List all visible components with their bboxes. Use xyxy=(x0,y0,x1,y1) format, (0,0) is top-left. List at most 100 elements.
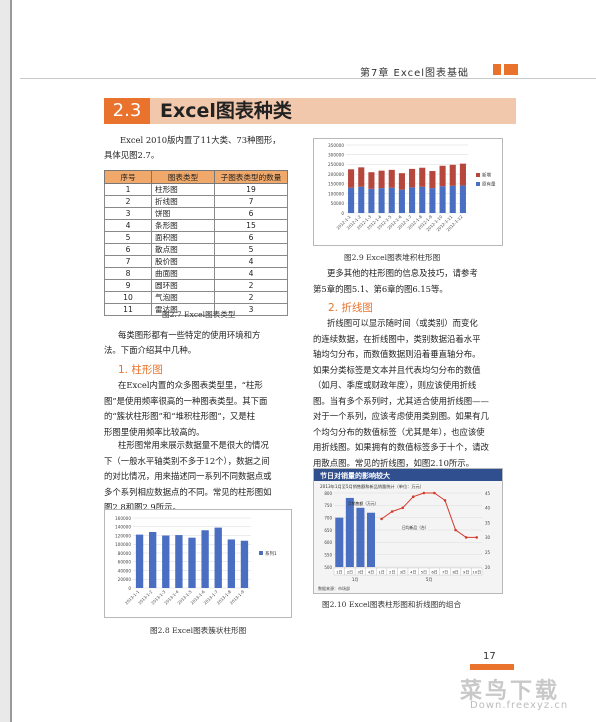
x-tick-label: 9日 xyxy=(463,569,469,574)
text-line: 在Excel内置的众多图表类型里，“柱形 xyxy=(118,380,263,390)
text-line: 的连续数据，在折线图中，类别数据沿着水平 xyxy=(313,333,481,344)
chart-footer: 数据来源：市场部 xyxy=(318,585,350,591)
table-row: 3 饼图 6 xyxy=(104,207,288,220)
line-point xyxy=(411,495,415,498)
bar xyxy=(227,539,236,588)
x-tick-label: 2日 xyxy=(347,569,353,574)
bar-segment-base xyxy=(409,187,416,213)
y-tick-label-left: 700 xyxy=(324,515,332,520)
header-rule xyxy=(20,78,596,79)
table-cell-index: 1 xyxy=(104,183,152,196)
y-tick-label-left: 600 xyxy=(324,540,332,545)
figure-2-7-caption: 图2.7 Excel图表类型 xyxy=(162,310,236,319)
bar xyxy=(135,534,144,588)
line-point xyxy=(401,506,405,510)
bar-segment-top xyxy=(419,167,426,187)
y-tick-label-right: 35 xyxy=(485,520,491,525)
bar-segment-base xyxy=(398,189,405,213)
text-line: 个均匀分布的数值标签（尤其是年），也应该使 xyxy=(313,426,485,437)
table-cell-count: 2 xyxy=(214,279,288,292)
table-cell-type: 面积图 xyxy=(151,231,215,244)
x-tick-label: 3日 xyxy=(400,569,406,574)
bar-segment-top xyxy=(348,169,355,188)
y-tick-label-right: 25 xyxy=(485,550,491,555)
table-row: 5 面积图 6 xyxy=(104,231,288,244)
page-binding-edge xyxy=(0,0,12,722)
bar-segment-base xyxy=(429,188,436,213)
y-tick-label: 20000 xyxy=(118,577,132,582)
y-tick-label: 250000 xyxy=(328,162,344,167)
table-cell-index: 4 xyxy=(104,219,152,232)
table-cell-index: 7 xyxy=(104,255,152,268)
bar-segment-top xyxy=(388,169,395,188)
table-cell-count: 15 xyxy=(214,219,288,232)
table-header-count: 子图表类型的数量 xyxy=(214,170,288,184)
bar-segment-top xyxy=(368,172,375,189)
group-label: 5月 xyxy=(426,577,433,582)
text-line: 用折线图。如果拥有的数值标签多于十个，请改 xyxy=(313,442,489,452)
table-cell-count: 4 xyxy=(214,267,288,280)
y-tick-label: 150000 xyxy=(328,182,344,187)
x-tick-label: 4日 xyxy=(368,569,374,574)
table-cell-type: 折线图 xyxy=(151,195,215,208)
figure-2-8-chart: 160000 140000 120000 100000 80000 60000 40000 2… xyxy=(104,509,292,618)
bar xyxy=(366,512,376,567)
y-tick-label: 60000 xyxy=(118,560,132,565)
text-line: 多个系列相应数据点的不同。常见的柱形图如 xyxy=(104,486,272,497)
x-tick-label: 2日 xyxy=(389,569,395,574)
legend-label: 新增 xyxy=(482,172,491,179)
section-heading-band xyxy=(104,98,516,124)
table-cell-count: 19 xyxy=(214,183,288,196)
line-point xyxy=(433,491,436,495)
table-row: 2 折线图 7 xyxy=(104,195,288,208)
bar xyxy=(201,530,209,588)
clustered-column-chart: 160000 140000 120000 100000 80000 60000 40000 2… xyxy=(115,516,277,606)
table-row: 9 圆环图 2 xyxy=(104,279,288,292)
chart-types-table: 序号 图表类型 子图表类型的数量 1 柱形图 19 2 折线图 7 3 饼图 6 4 条形图 15 5 面… xyxy=(104,170,288,316)
y-tick-label-right: 20 xyxy=(485,565,491,570)
text-line: 柱形图常用来展示数据量不是很大的情况 xyxy=(118,440,269,450)
y-tick-label-left: 550 xyxy=(324,552,332,557)
y-tick-label: 100000 xyxy=(115,542,131,547)
table-row: 1 柱形图 19 xyxy=(104,183,288,196)
table-header-index: 序号 xyxy=(104,170,152,184)
table-cell-type: 气泡图 xyxy=(151,291,215,304)
header-accent-large xyxy=(504,64,518,75)
x-tick-label: 6日 xyxy=(431,569,437,574)
table-cell-type: 圆环图 xyxy=(151,279,215,292)
intro-line-2: 具体见图2.7。 xyxy=(104,150,160,160)
left-para2: 在Excel内置的众多图表类型里，“柱形图”是使用频率很高的一种图表类型。其下面… xyxy=(104,378,290,440)
x-tick-label: 8日 xyxy=(452,569,458,574)
right-para1: 更多其他的柱形图的信息及技巧，请参考 第5章的图5.1、第6章的图6.15等。 xyxy=(313,266,513,297)
table-cell-index: 5 xyxy=(104,231,152,244)
table-cell-index: 11 xyxy=(104,303,152,316)
text-line: 图”是使用频率很高的一种图表类型。其下面 xyxy=(104,395,268,406)
line-point xyxy=(422,491,426,495)
table-row: 11 雷达图 3 xyxy=(104,303,288,316)
text-line: （如月、季度或财政年度），则应该使用折线 xyxy=(313,380,477,390)
chart-title: 节日对销量的影响较大 xyxy=(320,471,390,480)
y-tick-label: 50000 xyxy=(331,201,345,206)
y-tick-label-left: 500 xyxy=(324,565,332,570)
group-label: 1月 xyxy=(352,577,359,582)
legend-label: 原有量 xyxy=(482,181,496,188)
figure-2-9-caption: 图2.9 Excel图表堆积柱形图 xyxy=(344,253,441,262)
stacked-column-chart: 350000 300000 250000 200000 150000 100000 5000… xyxy=(328,143,496,233)
table-row: 8 曲面图 4 xyxy=(104,267,288,280)
bar xyxy=(335,517,344,567)
text-line: 第5章的图5.1、第6章的图6.15等。 xyxy=(313,283,448,294)
table-cell-index: 10 xyxy=(104,291,152,304)
y-tick-label: 80000 xyxy=(118,551,132,556)
annotation-line: 日均新品（台） xyxy=(402,525,429,530)
y-tick-label: 160000 xyxy=(115,516,131,521)
bar-segment-top xyxy=(409,168,416,188)
y-tick-label: 300000 xyxy=(328,153,344,158)
bar-segment-base xyxy=(388,187,395,213)
line-point xyxy=(454,528,457,532)
table-cell-index: 9 xyxy=(104,279,152,292)
x-tick-label: 4日 xyxy=(410,569,416,574)
bar xyxy=(345,497,354,567)
x-tick-label: 5日 xyxy=(421,569,427,574)
bar xyxy=(356,507,365,567)
x-tick-label: 1日 xyxy=(336,569,342,574)
